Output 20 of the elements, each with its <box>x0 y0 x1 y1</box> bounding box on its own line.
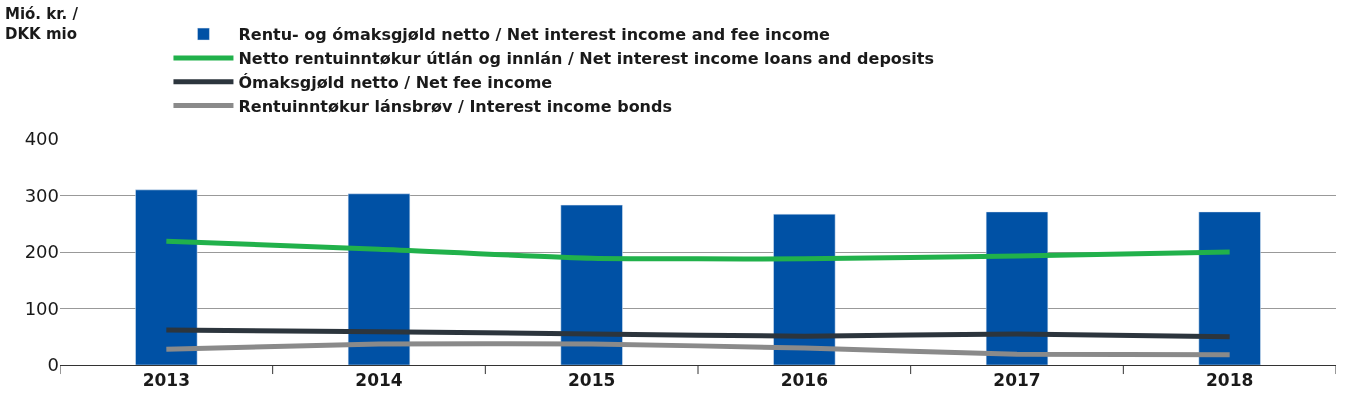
text: Mió. kr. / DKK mio <box>5 5 79 43</box>
y-tick-label: 400 <box>24 128 59 150</box>
x-tick-label: 2018 <box>1206 370 1254 391</box>
legend-label: Rentuinntøkur lánsbrøv / Interest income bonds <box>238 96 672 116</box>
x-tick-label: 2014 <box>355 370 403 391</box>
y-tick-label: 0 <box>47 354 59 376</box>
legend-label: Rentu- og ómaksgjøld netto / Net interest income and fee income <box>238 25 831 45</box>
legend-label: Ómaksgjøld netto / Net fee income <box>238 72 553 92</box>
bar <box>135 189 198 365</box>
legend-label: Netto rentuinntøkur útlán og innlán / Net interest income loans and deposits <box>238 49 935 69</box>
bar <box>773 213 836 365</box>
x-tick-label: 2013 <box>142 370 190 391</box>
y-tick-label: 100 <box>24 297 59 319</box>
bar <box>1198 211 1261 365</box>
x-tick-label: 2015 <box>568 370 616 391</box>
y-tick-label: 200 <box>24 241 59 263</box>
x-tick-label: 2016 <box>780 370 828 391</box>
y-tick-label: 300 <box>24 184 59 206</box>
x-tick-label: 2017 <box>993 370 1041 391</box>
bar <box>347 193 411 365</box>
